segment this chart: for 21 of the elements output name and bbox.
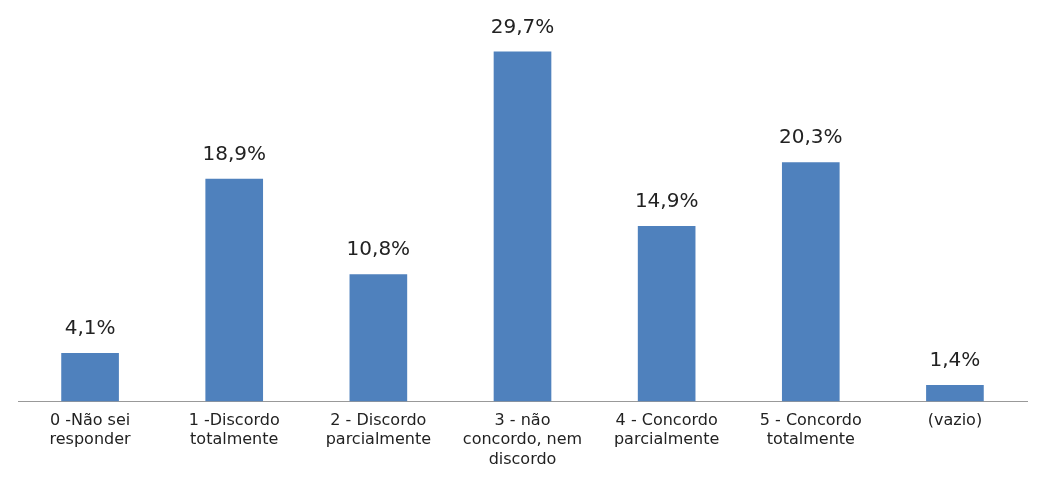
data-label: 1,4% [929, 347, 981, 372]
data-label: 14,9% [634, 188, 699, 213]
data-label: 20,3% [779, 124, 843, 149]
bar [493, 51, 552, 402]
data-label: 29,7% [490, 13, 555, 38]
x-tick-label: 3 - não concordo, nem discordo [462, 410, 583, 468]
x-tick-label: 2 - Discordo parcialmente [325, 410, 432, 449]
x-tick-label: 4 - Concordo parcialmente [613, 410, 720, 449]
bar [781, 162, 840, 402]
bar [637, 225, 696, 402]
bar [349, 274, 408, 402]
x-tick-label: 1 -Discordo totalmente [188, 410, 280, 449]
bar [61, 353, 119, 402]
x-tick-label: 5 - Concordo totalmente [759, 410, 862, 449]
bar [205, 178, 264, 402]
x-tick-label: 0 -Não sei responder [49, 410, 132, 449]
bar [926, 384, 984, 402]
data-label: 18,9% [202, 140, 266, 165]
x-tick-label: (vazio) [927, 410, 983, 430]
data-label: 4,1% [64, 315, 116, 340]
data-label: 10,8% [346, 236, 411, 261]
